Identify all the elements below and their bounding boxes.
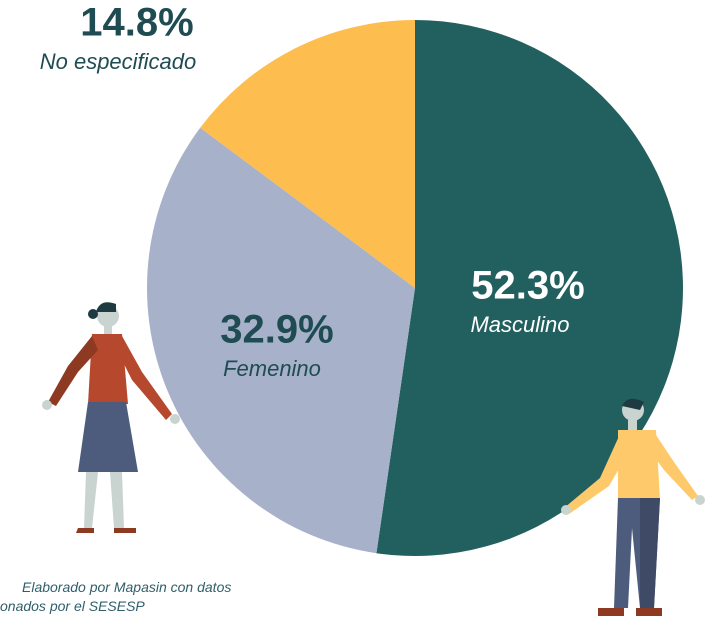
- source-line: Elaborado por Mapasin con datos: [22, 579, 231, 595]
- slice-value-label: 14.8%: [80, 1, 193, 45]
- pie-slice: [376, 20, 683, 556]
- slice-value-label: 52.3%: [471, 264, 584, 308]
- slice-value-label: 32.9%: [220, 308, 333, 352]
- labels: 52.3% Masculino 32.9% Femenino 14.8% No espec…: [40, 1, 585, 381]
- slice-category-label: No especificado: [40, 49, 197, 74]
- woman-illustration: [42, 302, 180, 533]
- pie: [146, 20, 683, 556]
- man-illustration: [561, 398, 705, 616]
- source-line: onados por el SESESP: [0, 598, 145, 614]
- slice-category-label: Femenino: [223, 356, 321, 381]
- pie-slice: [146, 127, 415, 554]
- slice-category-label: Masculino: [470, 312, 569, 337]
- pie-slice: [200, 20, 415, 288]
